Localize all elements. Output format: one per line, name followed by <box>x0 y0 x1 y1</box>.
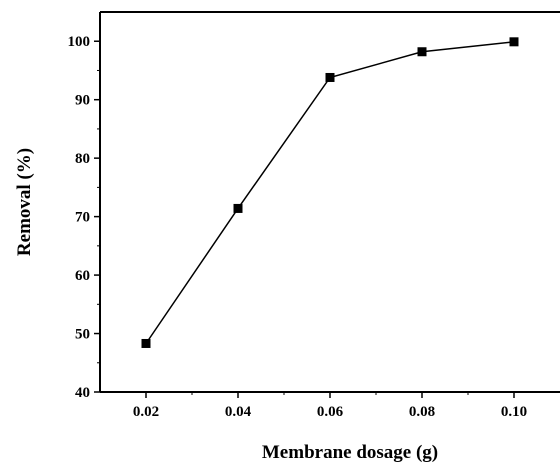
y-tick-label: 60 <box>75 268 90 284</box>
y-tick-label: 40 <box>75 385 90 401</box>
axis-labels: Membrane dosage (g) Removal (%) <box>14 148 438 463</box>
x-tick-label: 0.06 <box>317 404 344 420</box>
y-tick-label: 100 <box>68 34 91 50</box>
y-axis-title: Removal (%) <box>14 148 35 256</box>
x-tick-label: 0.04 <box>225 404 252 420</box>
y-tick-label: 80 <box>75 151 90 167</box>
y-tick-label: 50 <box>75 327 90 343</box>
data-point-marker <box>417 47 427 57</box>
x-tick-label: 0.10 <box>501 404 527 420</box>
x-tick-label: 0.08 <box>409 404 435 420</box>
x-axis-title: Membrane dosage (g) <box>262 442 438 463</box>
x-tick-label: 0.02 <box>133 404 159 420</box>
data-point-marker <box>233 203 243 213</box>
series-group <box>141 37 519 348</box>
axes: 40 50 60 70 80 90 100 0.02 0.04 0.06 0.08 0.10 <box>68 11 560 420</box>
y-tick-label: 90 <box>75 93 90 109</box>
series-line <box>145 41 515 344</box>
y-tick-label: 70 <box>75 210 90 226</box>
data-point-marker <box>325 72 335 82</box>
data-point-marker <box>509 37 519 47</box>
data-point-marker <box>141 338 151 348</box>
